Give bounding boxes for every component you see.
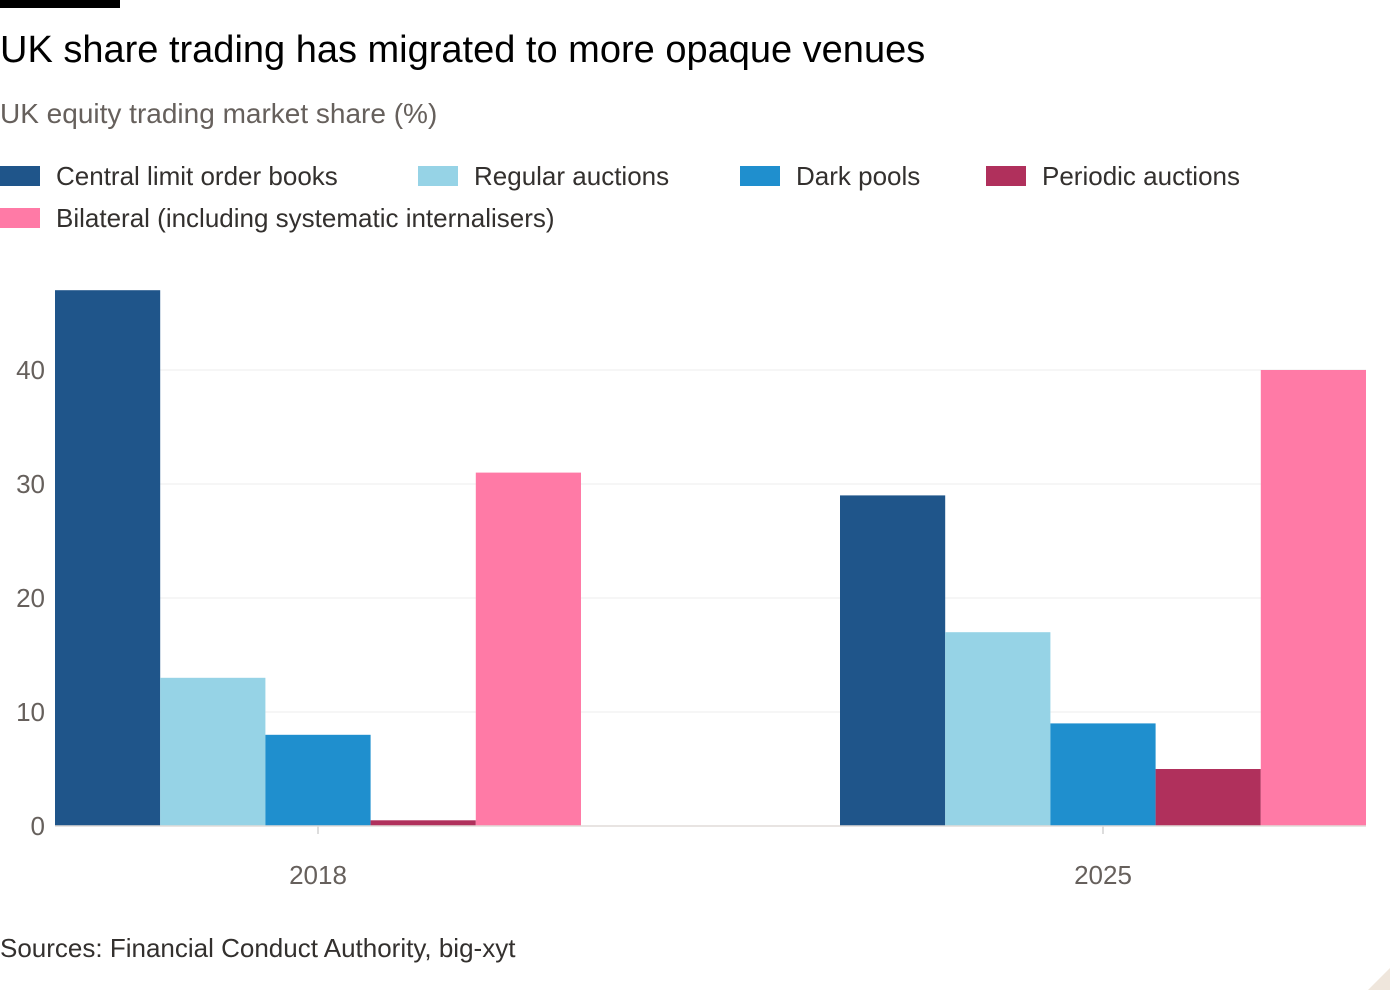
y-tick-label-0: 0 xyxy=(31,811,45,841)
axes: 0 10 20 30 40 2018 2025 xyxy=(16,355,1366,890)
bars xyxy=(55,290,1366,826)
source-note: Sources: Financial Conduct Authority, bi… xyxy=(0,933,516,963)
legend-swatch-central-limit-order-books xyxy=(0,166,40,186)
gridlines xyxy=(55,369,1366,713)
legend-item-periodic-auctions: Periodic auctions xyxy=(986,158,1240,194)
x-tick-label-2018: 2018 xyxy=(289,860,347,890)
bar-2018-central-limit-order-books xyxy=(55,290,161,826)
corner-mark xyxy=(1368,968,1390,990)
bar-2018-dark-pools xyxy=(265,734,371,826)
legend-label-periodic-auctions: Periodic auctions xyxy=(1042,161,1240,191)
bar-2025-central-limit-order-books xyxy=(840,495,946,826)
bar-2025-regular-auctions xyxy=(945,632,1051,826)
legend-item-dark-pools: Dark pools xyxy=(740,158,920,194)
bar-2025-bilateral-including-systematic-internalisers xyxy=(1260,370,1366,826)
bar-2018-periodic-auctions xyxy=(370,820,476,826)
legend-label-dark-pools: Dark pools xyxy=(796,161,921,191)
bar-2025-periodic-auctions xyxy=(1155,769,1261,826)
y-tick-label-10: 10 xyxy=(16,697,45,727)
y-tick-label-30: 30 xyxy=(16,469,45,499)
top-rule xyxy=(0,0,120,8)
legend-swatch-periodic-auctions xyxy=(986,166,1026,186)
legend-swatch-regular-auctions xyxy=(418,166,458,186)
legend-item-regular-auctions: Regular auctions xyxy=(418,158,669,194)
legend-label-regular-auctions: Regular auctions xyxy=(474,161,670,191)
legend-label-bilateral: Bilateral (including systematic internal… xyxy=(56,203,555,233)
bar-2025-dark-pools xyxy=(1050,723,1156,826)
bar-2018-bilateral-including-systematic-internalisers xyxy=(475,472,581,826)
legend-label-central-limit-order-books: Central limit order books xyxy=(56,161,338,191)
x-tick-label-2025: 2025 xyxy=(1074,860,1132,890)
legend-swatch-dark-pools xyxy=(740,166,780,186)
legend-swatch-bilateral xyxy=(0,208,40,228)
bar-2018-regular-auctions xyxy=(160,677,266,826)
y-tick-label-20: 20 xyxy=(16,583,45,613)
chart-title: UK share trading has migrated to more op… xyxy=(0,29,926,71)
chart-subtitle: UK equity trading market share (%) xyxy=(0,98,438,129)
legend-item-central-limit-order-books: Central limit order books xyxy=(0,158,338,194)
bar-chart: 0 10 20 30 40 2018 2025 xyxy=(16,290,1366,890)
legend-item-bilateral: Bilateral (including systematic internal… xyxy=(0,200,555,236)
y-tick-label-40: 40 xyxy=(16,355,45,385)
